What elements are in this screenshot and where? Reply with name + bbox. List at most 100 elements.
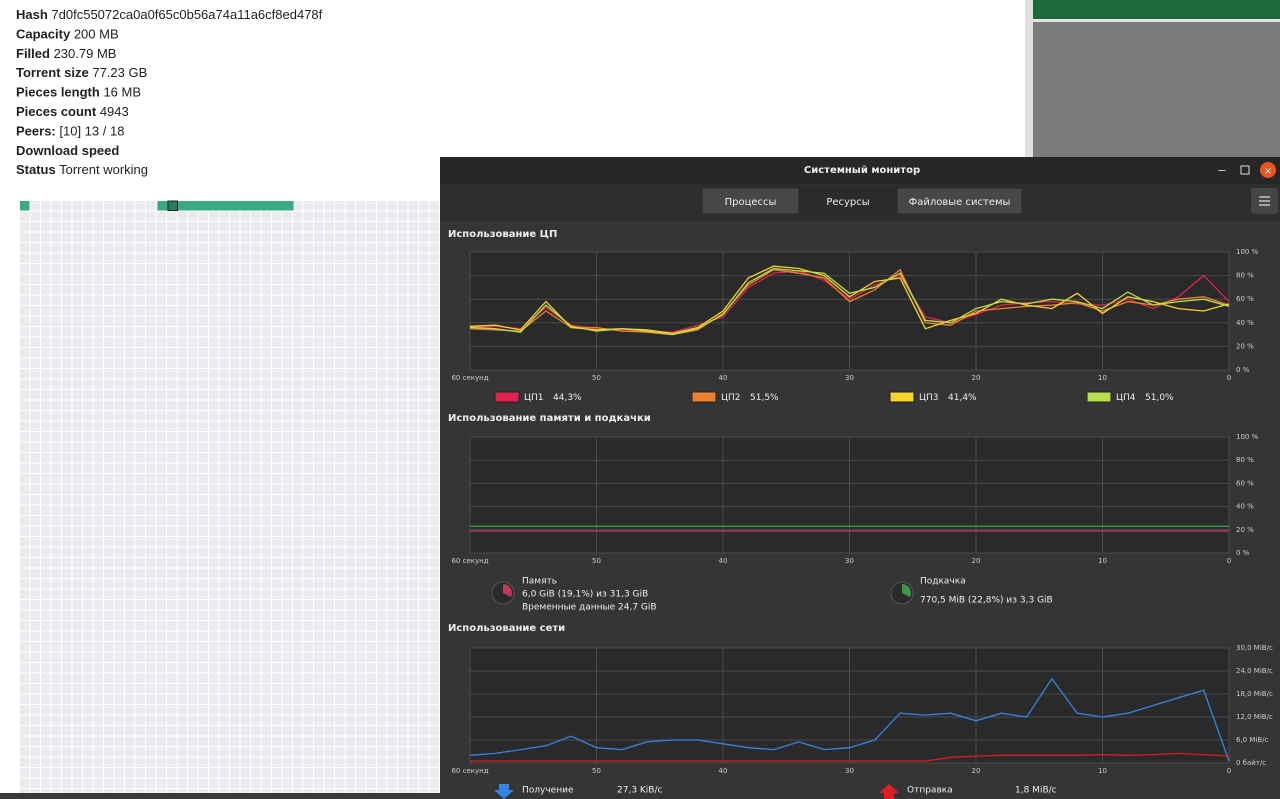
legend-swatch[interactable] xyxy=(889,391,915,403)
legend-name: Получение xyxy=(522,786,574,796)
x-tick-label: 60 секунд xyxy=(451,767,488,775)
x-tick-label: 50 xyxy=(592,374,601,382)
legend-swatch[interactable] xyxy=(691,391,717,403)
x-tick-label: 0 xyxy=(1227,374,1231,382)
info-label: Peers: xyxy=(16,124,56,139)
info-value: 7d0fc55072ca0a0f65c0b56a74a11a6cf8ed478f xyxy=(51,7,322,22)
legend-name: Подкачка xyxy=(920,577,966,587)
legend-detail: 770,5 MiB (22,8%) из 3,3 GiB xyxy=(920,596,1053,606)
tab-label: Файловые системы xyxy=(909,197,1011,208)
background-header xyxy=(1033,0,1280,19)
legend-value: 51,5% xyxy=(750,393,779,403)
legend-value: 51,0% xyxy=(1145,393,1174,403)
tab[interactable] xyxy=(896,187,1023,215)
info-row: Pieces count 4943 xyxy=(16,104,129,119)
y-tick-label: 40 % xyxy=(1236,503,1254,511)
y-tick-label: 80 % xyxy=(1236,456,1254,464)
info-row: Torrent size 77.23 GB xyxy=(16,66,147,81)
x-tick-label: 20 xyxy=(972,767,981,775)
y-tick-label: 60 % xyxy=(1236,295,1254,303)
x-tick-label: 20 xyxy=(972,374,981,382)
x-tick-label: 60 секунд xyxy=(451,557,488,565)
legend-name: ЦП4 xyxy=(1116,393,1136,403)
x-tick-label: 10 xyxy=(1098,374,1107,382)
x-tick-label: 50 xyxy=(592,767,601,775)
info-label: Pieces length xyxy=(16,85,100,100)
y-tick-label: 100 % xyxy=(1236,433,1259,441)
y-tick-label: 0 % xyxy=(1236,549,1250,557)
info-value: 77.23 GB xyxy=(92,66,147,81)
info-row: Peers: [10] 13 / 18 xyxy=(16,124,124,139)
window-title: Системный монитор xyxy=(804,165,920,176)
svg-text:×: × xyxy=(1264,166,1272,177)
y-tick-label: 24,0 MiB/с xyxy=(1236,667,1273,675)
torrent-info: Hash 7d0fc55072ca0a0f65c0b56a74a11a6cf8e… xyxy=(16,7,323,177)
chart-title: Использование сети xyxy=(448,623,565,634)
y-tick-label: 40 % xyxy=(1236,319,1254,327)
legend-value: 44,3% xyxy=(553,393,582,403)
series-line xyxy=(469,265,1230,335)
tab-label: Ресурсы xyxy=(826,197,869,208)
series-line xyxy=(469,270,1230,333)
legend-name: Память xyxy=(522,577,557,587)
x-tick-label: 30 xyxy=(845,767,854,775)
info-label: Download speed xyxy=(16,143,119,158)
x-tick-label: 0 xyxy=(1227,767,1231,775)
maximize-button[interactable] xyxy=(1240,165,1250,175)
legend-arrow[interactable] xyxy=(879,784,899,799)
info-label: Capacity xyxy=(16,27,71,42)
x-tick-label: 40 xyxy=(719,767,728,775)
series-line xyxy=(469,268,1230,336)
y-tick-label: 20 % xyxy=(1236,342,1254,350)
x-tick-label: 60 секунд xyxy=(451,374,488,382)
legend-value: 27,3 KiB/с xyxy=(617,786,663,796)
tab[interactable] xyxy=(701,187,800,215)
x-tick-label: 20 xyxy=(972,557,981,565)
series-line xyxy=(469,267,1230,336)
x-tick-label: 30 xyxy=(845,374,854,382)
series-line xyxy=(469,677,1230,762)
info-label: Torrent size xyxy=(16,66,89,81)
tab-label: Процессы xyxy=(725,197,777,208)
legend-swatch[interactable] xyxy=(1086,391,1112,403)
info-row: Status Torrent working xyxy=(16,163,148,178)
x-tick-label: 10 xyxy=(1098,557,1107,565)
x-tick-label: 0 xyxy=(1227,557,1231,565)
minimize-button[interactable]: − xyxy=(1217,164,1226,177)
info-row: Pieces length 16 MB xyxy=(16,85,141,100)
series-line xyxy=(470,752,1230,762)
info-value: 16 MB xyxy=(103,85,141,100)
legend-value: 1,8 MiB/с xyxy=(1015,786,1057,796)
y-tick-label: 100 % xyxy=(1236,248,1259,256)
info-value: 200 MB xyxy=(74,27,119,42)
y-tick-label: 6,0 MiB/с xyxy=(1236,736,1269,744)
downloaded-pieces xyxy=(20,200,294,211)
legend-value: 41,4% xyxy=(948,393,977,403)
info-label: Filled xyxy=(16,46,50,61)
info-label: Hash xyxy=(16,7,48,22)
y-tick-label: 18,0 MiB/с xyxy=(1236,690,1273,698)
y-tick-label: 80 % xyxy=(1236,272,1254,280)
legend-name: Отправка xyxy=(907,786,953,796)
legend-arrow[interactable] xyxy=(494,784,514,799)
x-tick-label: 10 xyxy=(1098,767,1107,775)
info-row: Hash 7d0fc55072ca0a0f65c0b56a74a11a6cf8e… xyxy=(16,7,323,22)
x-tick-label: 40 xyxy=(719,557,728,565)
close-button[interactable] xyxy=(1260,162,1276,178)
legend-gauge-fill xyxy=(503,584,512,597)
legend-gauge-fill xyxy=(902,584,911,597)
legend-swatch[interactable] xyxy=(494,391,520,403)
legend-name: ЦП3 xyxy=(919,393,938,403)
info-row: Filled 230.79 MB xyxy=(16,46,116,61)
legend-name: ЦП1 xyxy=(524,393,543,403)
info-value: 4943 xyxy=(100,104,129,119)
pieces-grid xyxy=(20,201,440,799)
info-value: 230.79 MB xyxy=(54,46,117,61)
y-tick-label: 12,0 MiB/с xyxy=(1236,713,1273,721)
y-tick-label: 20 % xyxy=(1236,526,1254,534)
x-tick-label: 40 xyxy=(719,374,728,382)
y-tick-label: 30,0 MiB/с xyxy=(1236,644,1273,652)
y-tick-label: 0 % xyxy=(1236,366,1250,374)
info-label: Pieces count xyxy=(16,104,97,119)
